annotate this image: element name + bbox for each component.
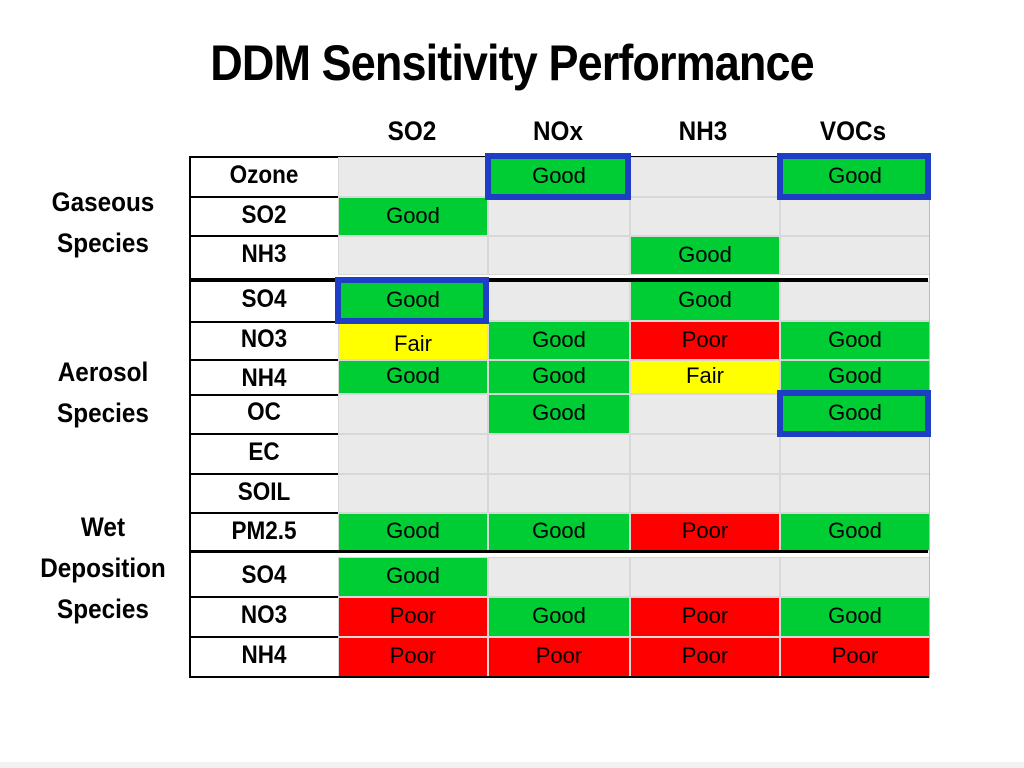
table-cell	[780, 197, 930, 236]
group-label-line: Wet	[80, 512, 126, 542]
row-label-so4: SO4	[241, 285, 287, 313]
row-divider	[190, 196, 338, 198]
table-cell	[780, 434, 930, 474]
highlight-box	[485, 153, 631, 200]
table-cell	[338, 236, 488, 275]
table-cell	[488, 557, 630, 597]
table-cell	[338, 394, 488, 434]
table-cell: Poor	[780, 637, 930, 677]
highlight-box	[777, 390, 931, 437]
column-header-vocs: VOCs	[819, 116, 887, 146]
row-divider	[190, 636, 338, 638]
table-cell	[488, 197, 630, 236]
table-cell	[630, 557, 780, 597]
table-cell: Good	[780, 513, 930, 551]
table-cell	[488, 236, 630, 275]
group-separator	[190, 550, 928, 553]
row-label-so2: SO2	[241, 201, 287, 229]
row-divider	[190, 394, 338, 396]
group-label-1: Aerosol Species	[36, 352, 171, 434]
table-cell	[630, 474, 780, 513]
table-cell	[488, 281, 630, 321]
row-label-ozone: Ozone	[229, 161, 299, 189]
table-cell: Poor	[630, 637, 780, 677]
group-label-line: Species	[57, 398, 149, 428]
table-cell	[780, 474, 930, 513]
table-cell: Poor	[630, 321, 780, 360]
table-cell: Poor	[630, 513, 780, 551]
group-label-line: Species	[57, 228, 149, 258]
table-cell	[338, 157, 488, 197]
row-label-so4: SO4	[241, 561, 287, 589]
table-cell: Good	[338, 557, 488, 597]
table-cell	[630, 197, 780, 236]
group-label-line: Deposition	[40, 553, 166, 583]
highlight-box	[777, 153, 931, 200]
row-label-nh4: NH4	[241, 364, 287, 392]
table-cell	[780, 557, 930, 597]
table-cell: Good	[488, 360, 630, 394]
group-separator	[190, 278, 928, 282]
table-cell: Good	[338, 197, 488, 236]
table-cell	[488, 474, 630, 513]
table-cell: Good	[780, 321, 930, 360]
row-divider	[190, 433, 338, 435]
table-cell: Poor	[488, 637, 630, 677]
row-divider	[190, 596, 338, 598]
table-cell	[630, 157, 780, 197]
column-header-nh3: NH3	[678, 116, 728, 146]
table-cell: Poor	[338, 637, 488, 677]
table-cell: Good	[338, 513, 488, 551]
table-cell: Good	[630, 236, 780, 275]
group-label-line: Aerosol	[57, 357, 149, 387]
table-cell	[630, 394, 780, 434]
table-cell: Good	[488, 394, 630, 434]
row-label-ec: EC	[248, 438, 280, 466]
row-label-pm25: PM2.5	[231, 517, 297, 545]
table-cell: Good	[488, 321, 630, 360]
row-label-no3: NO3	[240, 601, 288, 629]
table-cell: Good	[780, 597, 930, 637]
table-cell: Poor	[338, 597, 488, 637]
table-cell: Good	[780, 157, 930, 197]
table-cell: Poor	[630, 597, 780, 637]
highlight-box	[335, 277, 489, 324]
row-divider	[190, 359, 338, 361]
table-cell: Good	[780, 360, 930, 394]
row-divider	[190, 512, 338, 514]
table-cell: Fair	[630, 360, 780, 394]
table-cell	[780, 281, 930, 321]
table-left-border	[189, 156, 191, 678]
table-cell	[338, 474, 488, 513]
table-cell	[338, 434, 488, 474]
row-label-soil: SOIL	[237, 478, 291, 506]
table-cell	[488, 434, 630, 474]
table-cell: Good	[488, 597, 630, 637]
table-cell: Good	[488, 513, 630, 551]
row-divider	[190, 235, 338, 237]
group-label-line: Gaseous	[51, 187, 155, 217]
table-cell: Good	[338, 360, 488, 394]
slide-footer-strip	[0, 762, 1024, 768]
row-label-nh3: NH3	[241, 240, 287, 268]
table-cell	[780, 236, 930, 275]
table-cell	[630, 434, 780, 474]
column-header-so2: SO2	[387, 116, 437, 146]
row-label-no3: NO3	[240, 325, 288, 353]
row-label-oc: OC	[247, 398, 281, 426]
column-header-nox: NOx	[533, 116, 583, 146]
row-divider	[190, 321, 338, 323]
group-label-line: Species	[57, 594, 149, 624]
table-cell: Good	[630, 281, 780, 321]
table-cell: Fair	[338, 321, 488, 360]
table-cell: Good	[488, 157, 630, 197]
row-divider	[190, 156, 338, 158]
page-title: DDM Sensitivity Performance	[210, 35, 814, 91]
group-label-2: Wet Deposition Species	[36, 507, 171, 630]
group-label-0: Gaseous Species	[36, 182, 171, 264]
row-divider	[190, 473, 338, 475]
row-label-nh4: NH4	[241, 641, 287, 669]
row-divider	[190, 676, 930, 678]
